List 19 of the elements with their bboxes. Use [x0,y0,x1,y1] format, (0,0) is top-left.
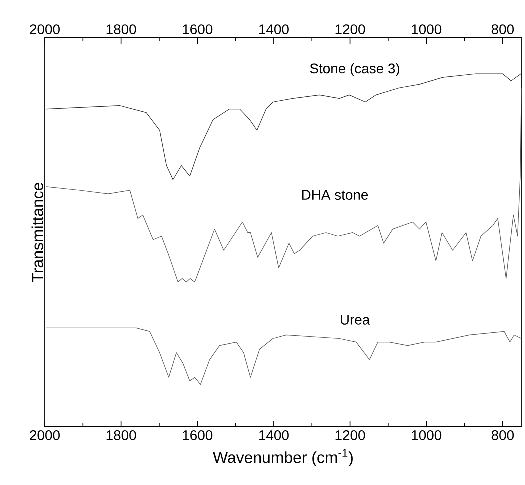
x-tick-label: 800 [492,430,514,440]
x-axis-title: Wavenumber (cm$^{-1}$) [213,449,353,466]
x-tick-label: 1600 [183,430,213,440]
x-tick-label: 1400 [260,430,289,440]
x2-tick-label: 1800 [106,24,136,34]
x2-tick-label: 1400 [260,24,289,34]
x-tick-label: 1800 [106,430,136,440]
y-axis-title: Transmittance [32,183,44,282]
x2-tick-label: 1000 [412,24,442,34]
x2-tick-label: 1600 [183,24,213,34]
x-tick-label: 1200 [336,430,366,440]
x-tick-label: 1000 [412,430,442,440]
x-tick-label: 2000 [30,430,60,440]
x2-tick-label: 800 [492,24,514,34]
x2-tick-label: 2000 [30,24,60,34]
series-label: Stone (case 3) [310,63,400,76]
series-label: Urea [341,315,370,325]
x2-tick-label: 1200 [336,24,366,34]
series-label: DHA stone [302,190,368,200]
